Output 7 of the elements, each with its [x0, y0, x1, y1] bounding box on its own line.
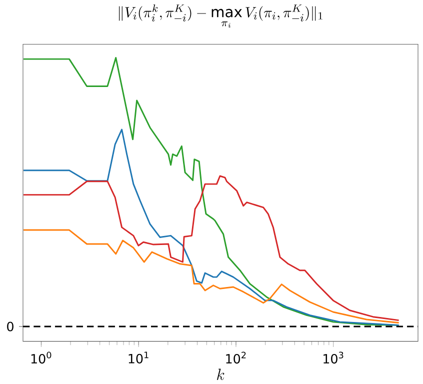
- x-tick-label: 10$^{3}$: [324, 352, 344, 364]
- x-axis-title: $k$: [217, 368, 224, 380]
- chart-title: $\|V_i(\pi_i^k, \pi_{-i}^K) - \max\limits_{\pi_i} V_i(\pi_i, \pi_{-i}^K)\|_1$: [119, 4, 322, 28]
- x-tick-label: 10$^{0}$: [31, 352, 52, 364]
- x-tick-label: 10$^{1}$: [128, 352, 148, 364]
- x-tick-label: 10$^{2}$: [226, 352, 246, 364]
- ref-line-label: 0: [7, 322, 14, 332]
